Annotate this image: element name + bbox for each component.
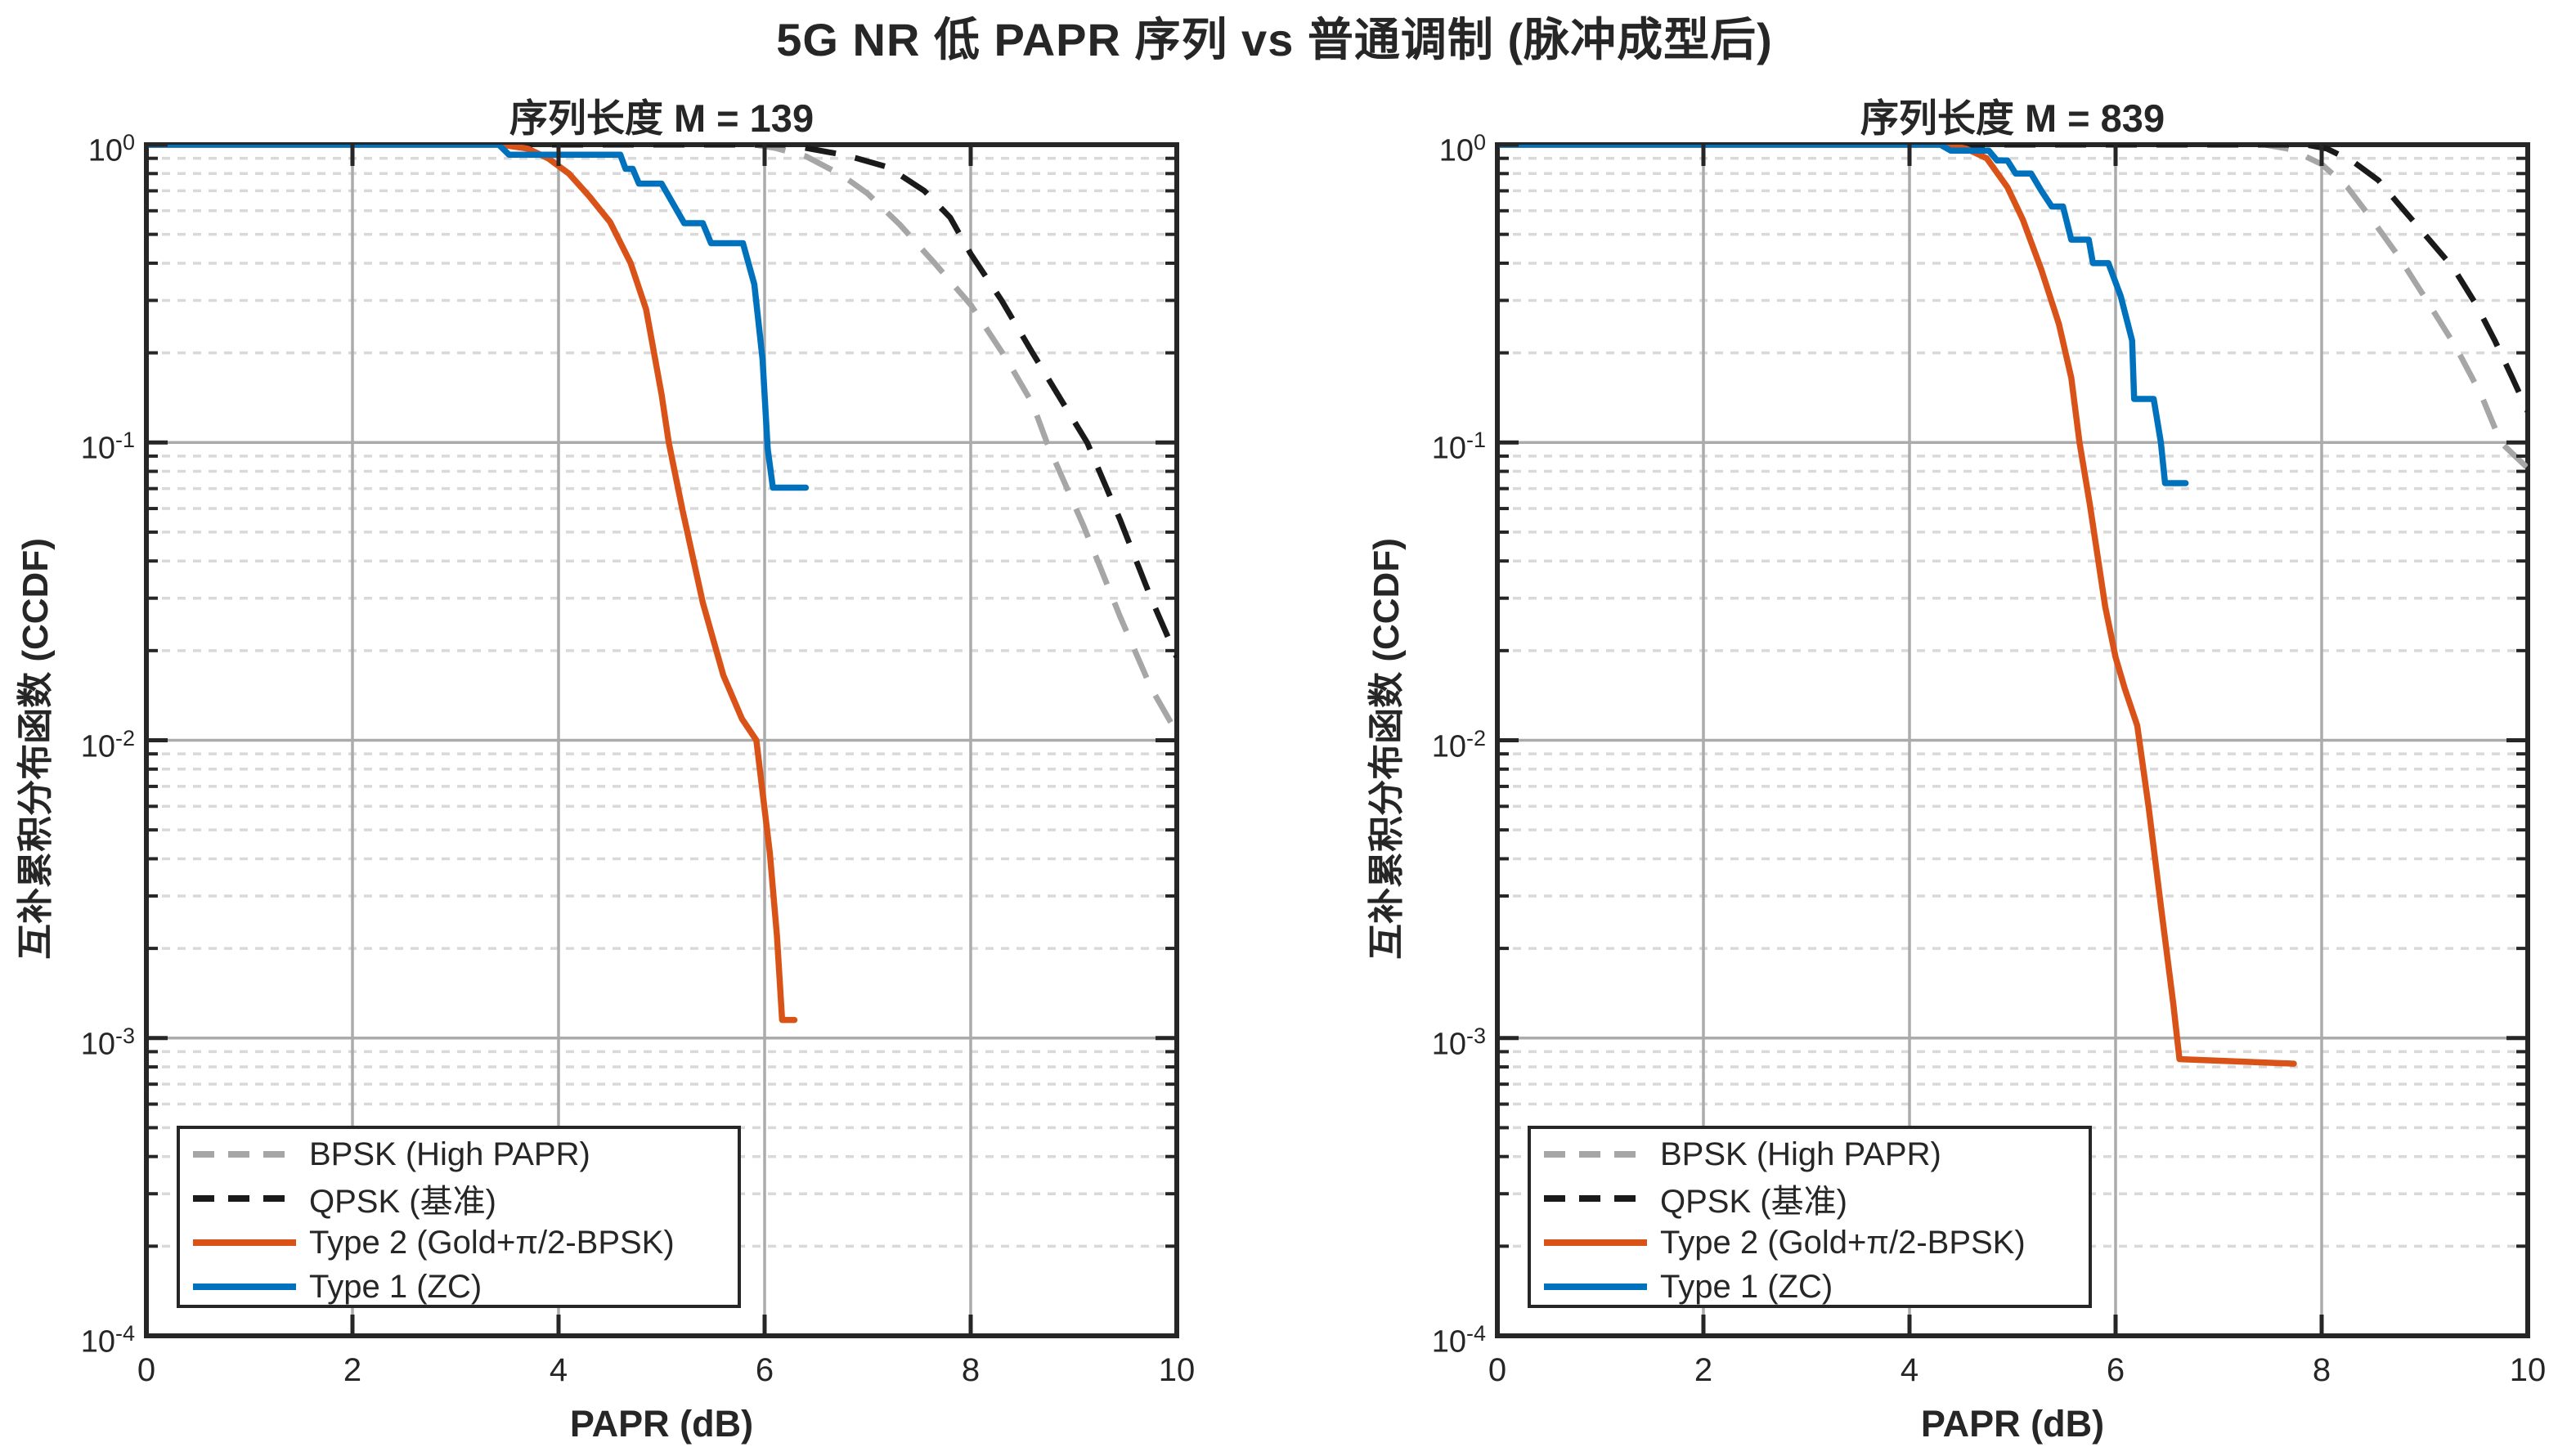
legend-sample-line — [193, 1151, 296, 1158]
series-bpsk-high-papr-line — [1497, 145, 2528, 471]
legend-item-bpsk-high-papr: BPSK (High PAPR) — [180, 1131, 738, 1177]
y-tick-label: 10-3 — [80, 1023, 135, 1062]
major-gridlines — [146, 145, 1177, 1336]
legend-sample-line — [1544, 1195, 1647, 1202]
tick-marks — [144, 142, 1179, 1338]
legend-label: BPSK (High PAPR) — [309, 1136, 590, 1172]
series-qpsk-line — [146, 145, 1177, 659]
x-axis-label-right: PAPR (dB) — [1920, 1403, 2105, 1445]
series-type-2-gold-2-bpsk-line — [1497, 145, 2297, 1067]
legend-sample-line — [1544, 1239, 1647, 1246]
y-tick-label: 10-3 — [1431, 1023, 1486, 1062]
subplot-1 — [1495, 142, 2530, 1338]
x-axis-label-left: PAPR (dB) — [569, 1403, 754, 1445]
x-tick-label: 6 — [755, 1352, 774, 1388]
x-tick-label: 2 — [1694, 1352, 1713, 1388]
x-tick-label: 0 — [137, 1352, 156, 1388]
legend-sample-line — [1544, 1284, 1647, 1290]
y-tick-label: 10-1 — [1431, 428, 1486, 466]
legend-label: Type 1 (ZC) — [1660, 1268, 1833, 1305]
legend-label: BPSK (High PAPR) — [1660, 1136, 1941, 1172]
y-tick-label: 10-2 — [1431, 725, 1486, 764]
x-tick-label: 2 — [343, 1352, 362, 1388]
x-tick-label: 10 — [2509, 1352, 2547, 1388]
subplot-title-left: 序列长度 M = 139 — [509, 96, 815, 140]
x-tick-label: 6 — [2106, 1352, 2125, 1388]
legend-item-qpsk: QPSK (基准) — [180, 1176, 738, 1221]
minor-gridlines — [146, 156, 1177, 1248]
subplot-0 — [144, 142, 1179, 1338]
y-tick-label: 100 — [88, 130, 135, 168]
tick-marks — [1495, 142, 2530, 1338]
x-tick-label: 8 — [2312, 1352, 2331, 1388]
legend-sample-line — [1544, 1151, 1647, 1158]
y-tick-label: 10-2 — [80, 725, 135, 764]
legend-item-type-2-gold-2-bpsk: Type 2 (Gold+π/2-BPSK) — [180, 1220, 738, 1266]
x-tick-label: 0 — [1488, 1352, 1507, 1388]
legend-label: QPSK (基准) — [309, 1184, 496, 1220]
x-tick-label: 10 — [1158, 1352, 1196, 1388]
y-tick-label: 10-4 — [80, 1321, 135, 1360]
legend-label: QPSK (基准) — [1660, 1184, 1847, 1220]
series-bpsk-high-papr-line — [146, 145, 1177, 735]
legend-sample-line — [193, 1284, 296, 1290]
legend-label: Type 2 (Gold+π/2-BPSK) — [1660, 1224, 2026, 1261]
minor-gridlines — [1497, 156, 2528, 1248]
x-tick-label: 4 — [549, 1352, 568, 1388]
figure-title: 5G NR 低 PAPR 序列 vs 普通调制 (脉冲成型后) — [776, 14, 1773, 65]
legend-left: BPSK (High PAPR) QPSK (基准) Type 2 (Gold+π/… — [177, 1126, 741, 1308]
legend-item-type-1-zc: Type 1 (ZC) — [180, 1264, 738, 1310]
y-tick-label: 100 — [1438, 130, 1486, 168]
legend-item-type-1-zc: Type 1 (ZC) — [1531, 1264, 2089, 1310]
x-tick-label: 8 — [961, 1352, 981, 1388]
series-qpsk-line — [1497, 145, 2528, 413]
legend-item-bpsk-high-papr: BPSK (High PAPR) — [1531, 1131, 2089, 1177]
legend-label: Type 2 (Gold+π/2-BPSK) — [309, 1224, 675, 1261]
legend-sample-line — [193, 1239, 296, 1246]
legend-sample-line — [193, 1195, 296, 1202]
y-tick-label: 10-4 — [1431, 1321, 1486, 1360]
series-type-2-gold-2-bpsk-line — [146, 145, 798, 1024]
legend-item-type-2-gold-2-bpsk: Type 2 (Gold+π/2-BPSK) — [1531, 1220, 2089, 1266]
series-type-1-zc-line — [146, 145, 810, 491]
y-tick-label: 10-1 — [80, 428, 135, 466]
subplot-title-right: 序列长度 M = 839 — [1860, 96, 2165, 140]
x-tick-label: 4 — [1900, 1352, 1919, 1388]
series-type-1-zc-line — [1497, 145, 2189, 486]
legend-right: BPSK (High PAPR) QPSK (基准) Type 2 (Gold+π/… — [1528, 1126, 2092, 1308]
legend-item-qpsk: QPSK (基准) — [1531, 1176, 2089, 1221]
legend-label: Type 1 (ZC) — [309, 1268, 482, 1305]
major-gridlines — [1497, 145, 2528, 1336]
